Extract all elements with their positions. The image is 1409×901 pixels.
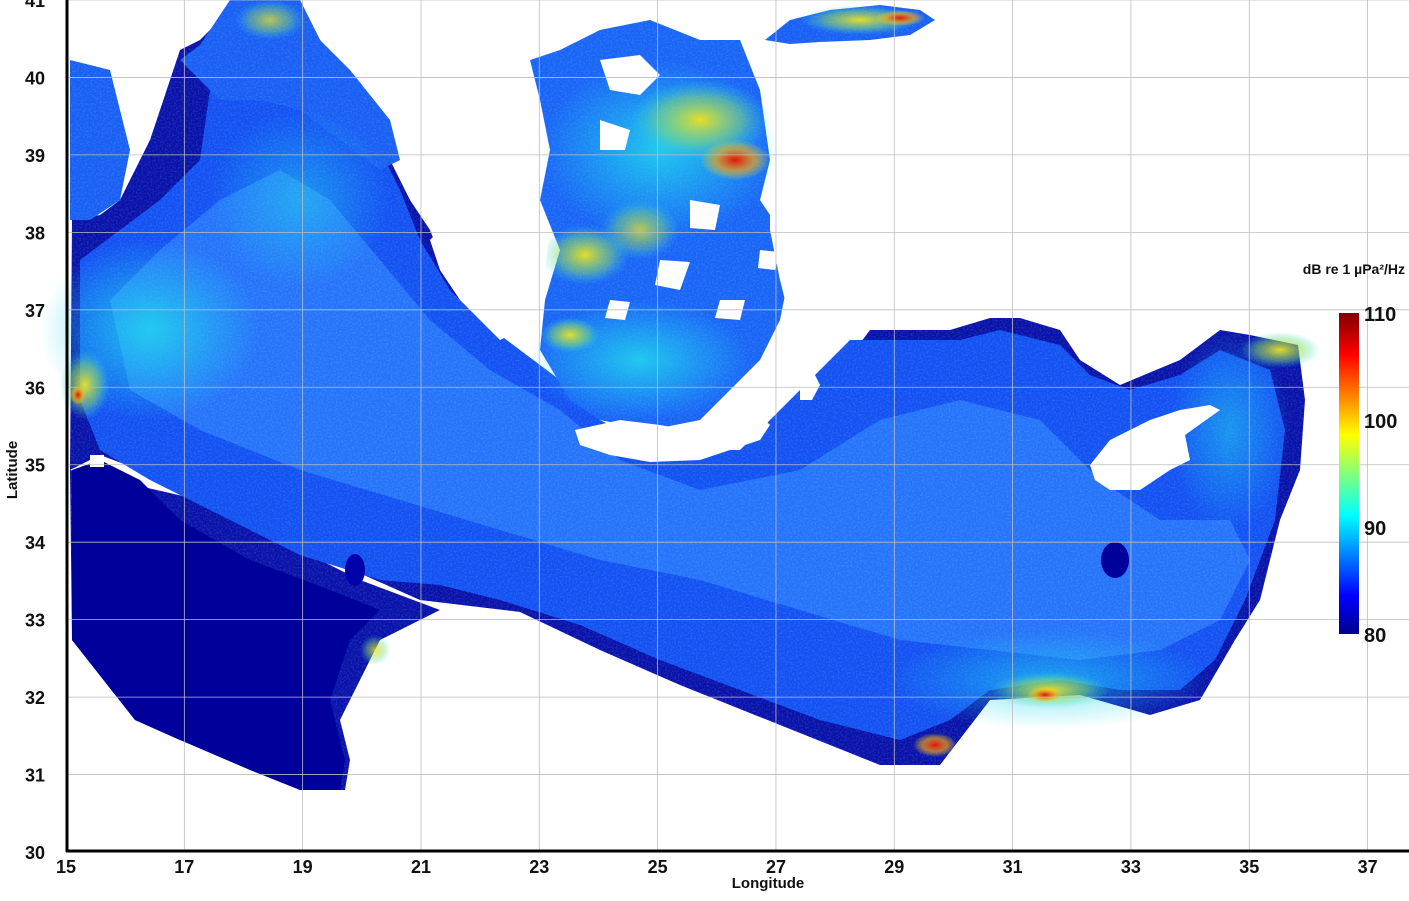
x-tick-29: 29 xyxy=(884,857,904,877)
x-axis-label: Longitude xyxy=(732,875,804,892)
colorbar-tick-90: 90 xyxy=(1364,518,1386,540)
x-tick-27: 27 xyxy=(766,857,786,877)
chalkidiki-land xyxy=(600,55,660,95)
y-tick-32: 32 xyxy=(25,688,45,708)
malta-island xyxy=(90,455,104,467)
x-tick-25: 25 xyxy=(648,857,668,877)
cyan-levant xyxy=(1170,330,1290,530)
axes xyxy=(65,0,1409,853)
y-tick-39: 39 xyxy=(25,146,45,166)
hotspot-aegean-mid xyxy=(600,200,680,260)
hotspot-sicily xyxy=(60,350,110,420)
hotspot-port-said xyxy=(1027,687,1063,703)
hotspot-marmara-east xyxy=(875,10,925,26)
hotspot-alexandria xyxy=(913,733,957,757)
colorbar-label: dB re 1 µPa²/Hz xyxy=(1303,261,1405,277)
y-axis-label: Latitude xyxy=(4,441,21,499)
y-tick-labels: 30 31 32 33 34 35 36 37 38 39 40 41 xyxy=(25,0,45,863)
y-tick-41: 41 xyxy=(25,0,45,11)
hotspot-iskenderun xyxy=(1240,332,1320,368)
x-tick-37: 37 xyxy=(1358,857,1378,877)
y-tick-35: 35 xyxy=(25,456,45,476)
y-tick-33: 33 xyxy=(25,611,45,631)
y-tick-40: 40 xyxy=(25,68,45,88)
crete-island xyxy=(575,415,770,462)
y-tick-31: 31 xyxy=(25,766,45,786)
x-tick-labels: 15 17 19 21 23 25 27 29 31 33 35 37 xyxy=(56,857,1378,877)
x-tick-31: 31 xyxy=(1003,857,1023,877)
colorbar-gradient xyxy=(1339,313,1359,634)
y-tick-37: 37 xyxy=(25,301,45,321)
hotspot-north-adriatic xyxy=(235,0,305,40)
hotspot-saronic xyxy=(540,317,600,353)
hotspot-libya-east xyxy=(360,635,390,665)
hotspot-aegean-east xyxy=(700,140,770,180)
y-tick-36: 36 xyxy=(25,378,45,398)
peloponnese-land xyxy=(430,200,550,340)
y-tick-38: 38 xyxy=(25,223,45,243)
colorbar-tick-100: 100 xyxy=(1364,411,1397,433)
aegean-islands xyxy=(600,120,780,320)
x-tick-15: 15 xyxy=(56,857,76,877)
hotspot-sicily-red xyxy=(70,385,86,405)
x-tick-17: 17 xyxy=(174,857,194,877)
colorbar-tick-110: 110 xyxy=(1364,304,1396,326)
colorbar: dB re 1 µPa²/Hz 80 90 100 110 xyxy=(1303,261,1405,647)
x-tick-21: 21 xyxy=(411,857,431,877)
x-tick-23: 23 xyxy=(529,857,549,877)
x-tick-35: 35 xyxy=(1239,857,1259,877)
cyprus-island xyxy=(1090,405,1220,490)
colorbar-tick-80: 80 xyxy=(1364,625,1386,647)
deep-patch-herodotus xyxy=(1101,542,1129,578)
colorbar-ticks: 80 90 100 110 xyxy=(1364,304,1397,647)
grid-lines xyxy=(68,0,1409,850)
y-tick-34: 34 xyxy=(25,533,45,553)
y-tick-30: 30 xyxy=(25,843,45,863)
cyan-ionian-north xyxy=(210,110,390,290)
anatolia-coast xyxy=(770,180,860,330)
deep-patch-ionian xyxy=(345,554,365,586)
sea-field xyxy=(40,0,1320,800)
x-tick-19: 19 xyxy=(293,857,313,877)
x-tick-33: 33 xyxy=(1121,857,1141,877)
